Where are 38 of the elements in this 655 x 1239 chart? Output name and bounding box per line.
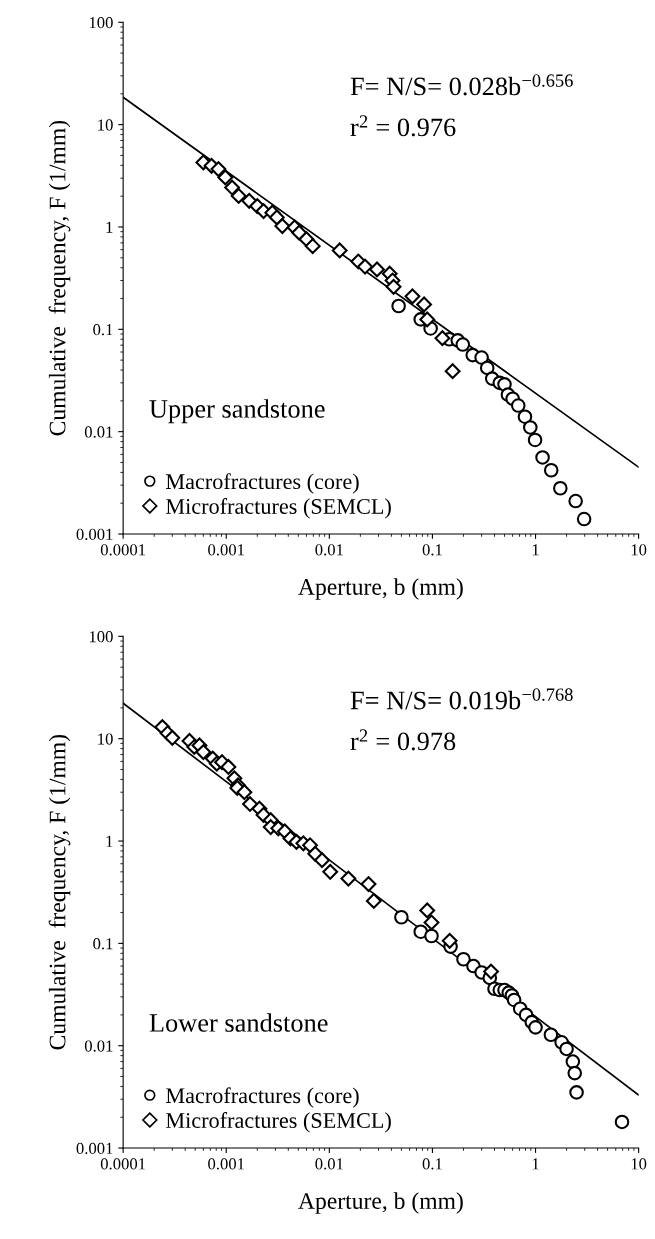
y-axis-title: Cumulative frequency, F (1/mm) [48, 735, 71, 1050]
y-tick-label: 0.1 [93, 324, 113, 336]
x-tick-label: 0.001 [208, 1158, 244, 1170]
y-tick-label: 0.1 [93, 938, 113, 950]
y-tick-label: 0.01 [84, 426, 113, 438]
x-tick-label: 10 [631, 1158, 647, 1170]
legend-label: Macrofractures (core) [166, 1087, 359, 1108]
annotation: F= N/S= 0.028b$^{−0.656}$ [350, 74, 573, 96]
x-axis-title: Aperture, b (mm) [298, 1192, 463, 1214]
annotation: Upper sandstone [149, 399, 325, 424]
x-tick-label: 0.0001 [100, 544, 146, 556]
legend-label: Macrofractures (core) [166, 473, 359, 494]
x-tick-label: 0.01 [315, 1158, 343, 1170]
y-tick-label: 0.001 [76, 1142, 113, 1155]
annotation: F= N/S= 0.019b$^{−0.768}$ [350, 688, 573, 710]
annotation: r$^{2}$ = 0.978 [350, 729, 456, 751]
annotation: r$^{2}$ = 0.976 [350, 115, 456, 137]
x-tick-label: 1 [532, 1158, 539, 1170]
annotation: Lower sandstone [149, 1013, 328, 1032]
x-tick-label: 0.1 [422, 544, 442, 556]
y-tick-label: 100 [89, 631, 113, 643]
y-tick-label: 0.01 [84, 1040, 113, 1052]
x-axis-title: Aperture, b (mm) [298, 578, 463, 600]
x-tick-label: 10 [631, 544, 647, 556]
y-tick-label: 0.001 [76, 528, 113, 541]
y-tick-label: 10 [98, 119, 113, 131]
x-tick-label: 0.1 [422, 1158, 442, 1170]
x-tick-label: 0.001 [208, 544, 244, 556]
legend-label: Microfractures (SEMCL) [166, 498, 391, 519]
y-tick-label: 1 [106, 835, 113, 847]
y-tick-label: 100 [89, 17, 113, 29]
legend-label: Microfractures (SEMCL) [166, 1112, 391, 1133]
y-axis-title: Cumulative frequency, F (1/mm) [48, 120, 71, 436]
y-tick-label: 1 [106, 221, 113, 233]
x-tick-label: 1 [532, 544, 539, 556]
y-tick-label: 10 [98, 733, 113, 745]
x-tick-label: 0.01 [315, 544, 343, 556]
x-tick-label: 0.0001 [100, 1158, 146, 1170]
